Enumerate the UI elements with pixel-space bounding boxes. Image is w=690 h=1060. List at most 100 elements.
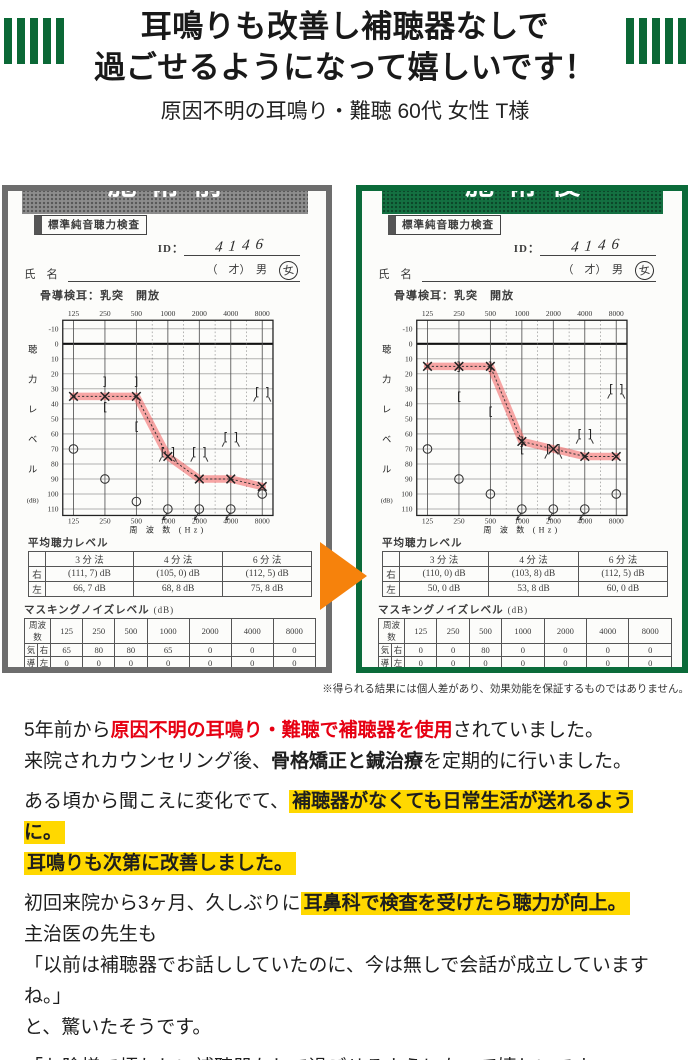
svg-text:]: ] bbox=[233, 430, 240, 444]
mask-col-header: 500 bbox=[114, 618, 148, 644]
svg-text:50: 50 bbox=[51, 415, 59, 424]
svg-text:125: 125 bbox=[68, 309, 80, 318]
svg-text:10: 10 bbox=[51, 355, 59, 364]
before-panel-label: 施術前 bbox=[22, 191, 308, 214]
svg-text:70: 70 bbox=[405, 445, 413, 454]
text-segment: 初回来院から3ヶ月、久しぶりに bbox=[24, 893, 301, 914]
cell: 65 bbox=[146, 643, 190, 657]
svg-text:500: 500 bbox=[485, 309, 497, 318]
before-after-comparison: 施術前 標準純音聴力検査 ID： 4146 氏 名 （ 才） 男 女 骨導検耳：… bbox=[0, 150, 690, 673]
svg-text:[: [ bbox=[518, 442, 525, 456]
cell: 0 bbox=[501, 643, 545, 657]
cell: 0 bbox=[543, 656, 588, 667]
svg-text:ベ: ベ bbox=[28, 435, 37, 445]
cell: (105, 0) dB bbox=[132, 566, 224, 582]
svg-text:[: [ bbox=[544, 442, 551, 456]
mask-col-header: 125 bbox=[49, 618, 84, 644]
svg-text:レ: レ bbox=[382, 404, 391, 414]
before-to-after-arrow-icon bbox=[320, 542, 367, 610]
cell: 0 bbox=[230, 643, 274, 657]
cell: 80 bbox=[273, 670, 315, 674]
text-segment: 主治医の先生も bbox=[24, 924, 158, 945]
svg-text:[: [ bbox=[487, 405, 494, 419]
id-underline: 4146 bbox=[184, 236, 300, 256]
cell: 0 bbox=[501, 656, 545, 667]
age-gender-label: （ 才） 男 bbox=[562, 264, 624, 276]
avg-col-header: 3 分 法 bbox=[398, 551, 490, 567]
table-row: 気右 0 0 80 0 0 0 0 bbox=[378, 643, 672, 657]
svg-text:110: 110 bbox=[47, 505, 58, 514]
cell: 0 bbox=[49, 656, 84, 667]
name-underline: （ 才） 男 女 bbox=[421, 259, 656, 282]
average-table-title: 平均聴力レベル bbox=[28, 538, 109, 549]
before-panel: 施術前 標準純音聴力検査 ID： 4146 氏 名 （ 才） 男 女 骨導検耳：… bbox=[2, 185, 332, 673]
svg-text:[: [ bbox=[101, 400, 108, 414]
svg-text:2000: 2000 bbox=[192, 309, 207, 318]
svg-text:[: [ bbox=[576, 427, 583, 441]
table-row: 骨右808080808080 bbox=[379, 670, 672, 674]
cell: 0 bbox=[468, 656, 503, 667]
text-line: 「以前は補聴器でお話ししていたのに、今は無しで会話が成立していますね。」 bbox=[24, 950, 666, 1012]
mask-col-header: 4000 bbox=[230, 618, 274, 644]
mask-col-header: 4000 bbox=[586, 618, 630, 644]
mask-col-header: 2000 bbox=[543, 618, 588, 644]
exam-title-row: 標準純音聴力検査 bbox=[34, 215, 326, 235]
svg-text:]: ] bbox=[618, 382, 625, 396]
text-segment: 来院されカウンセリング後、 bbox=[24, 751, 272, 772]
mask-col-header: 250 bbox=[82, 618, 116, 644]
svg-text:[: [ bbox=[253, 385, 260, 399]
cell: 0 bbox=[188, 656, 232, 667]
svg-text:8000: 8000 bbox=[609, 309, 624, 318]
avg-col-header: 6 分 法 bbox=[222, 551, 312, 567]
svg-text:4000: 4000 bbox=[577, 309, 592, 318]
svg-text:1000: 1000 bbox=[160, 517, 175, 526]
svg-text:20: 20 bbox=[51, 370, 59, 379]
text-line: 耳鳴りも次第に改善しました。 bbox=[24, 848, 666, 879]
svg-text:]: ] bbox=[133, 375, 140, 389]
cell: 0 bbox=[436, 656, 470, 667]
table-row: 気右 65 80 80 65 0 0 0 bbox=[24, 643, 317, 657]
svg-text:]: ] bbox=[555, 442, 562, 456]
cell: 0 bbox=[114, 656, 148, 667]
audiogram-chart-after: -10 0 10 20 30 40 50 60 70 80 90 100 110 125 125 250 250… bbox=[381, 309, 628, 535]
mask-col-header: 8000 bbox=[272, 618, 317, 644]
avg-col-header: 4 分 法 bbox=[132, 551, 224, 567]
text-line: ある頃から聞こえに変化でて、 補聴器がなくても日常生活が送れるように。 bbox=[24, 786, 666, 848]
svg-text:500: 500 bbox=[485, 517, 497, 526]
cell: (112, 5) dB bbox=[577, 566, 669, 582]
svg-text:4000: 4000 bbox=[223, 309, 238, 318]
id-value-handwritten: 4146 bbox=[570, 236, 626, 256]
svg-text:-10: -10 bbox=[402, 325, 412, 334]
cell: 80 bbox=[114, 643, 148, 657]
svg-text:20: 20 bbox=[405, 370, 413, 379]
table-row: 右 (110, 0) dB (103, 8) dB (112, 5) dB bbox=[382, 566, 669, 582]
cell: 0 bbox=[146, 656, 190, 667]
svg-text:力: 力 bbox=[28, 373, 37, 384]
average-table-title: 平均聴力レベル bbox=[382, 538, 463, 549]
cell: 80 bbox=[231, 670, 273, 674]
text-line: 初回来院から3ヶ月、久しぶりに 耳鼻科で検査を受けたら聴力が向上。 bbox=[24, 888, 666, 919]
masking-level-block: マスキングノイズレベル (dB) 周波数 125 250 500 1000 2000 4000… bbox=[378, 602, 672, 674]
svg-text:90: 90 bbox=[51, 475, 59, 484]
cell: 80 bbox=[502, 670, 544, 674]
masking-unit: (dB) bbox=[507, 605, 529, 615]
cell: 0 bbox=[586, 643, 630, 657]
cell: 80 bbox=[82, 643, 116, 657]
paragraph: ある頃から聞こえに変化でて、 補聴器がなくても日常生活が送れるように。 耳鳴りも次第… bbox=[24, 786, 666, 879]
cell: 0 bbox=[82, 656, 116, 667]
svg-text:8000: 8000 bbox=[255, 517, 270, 526]
svg-text:[: [ bbox=[133, 420, 140, 434]
svg-text:-10: -10 bbox=[48, 325, 58, 334]
mask-freq-label: 周波数 bbox=[378, 618, 405, 644]
cell: 0 bbox=[403, 656, 438, 667]
masking-table: 周波数 125 250 500 1000 2000 4000 8000 気右 65 80 80 65 0 0… bbox=[24, 618, 317, 674]
svg-text:]: ] bbox=[518, 435, 525, 449]
id-label: ID： bbox=[157, 243, 184, 255]
text-line: と、驚いたそうです。 bbox=[24, 1012, 666, 1043]
cell: 0 bbox=[543, 643, 588, 657]
cell: (111, 7) dB bbox=[45, 566, 134, 582]
masking-table: 周波数 125 250 500 1000 2000 4000 8000 気右 0 0 80 0 0 0 0 導左… bbox=[378, 618, 672, 674]
